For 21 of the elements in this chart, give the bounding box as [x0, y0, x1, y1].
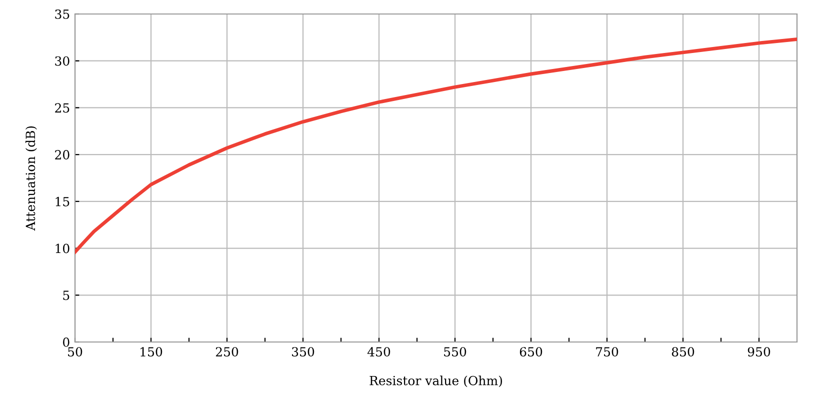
y-tick-label: 0 [63, 337, 70, 347]
y-tick-label: 10 [56, 244, 70, 254]
x-tick-label: 450 [367, 347, 390, 357]
y-tick-label: 5 [63, 290, 70, 300]
x-tick-label: 650 [520, 347, 542, 357]
x-tick-label: 150 [140, 347, 162, 357]
x-axis-title: Resistor value (Ohm) [370, 376, 502, 388]
y-axis-title: Attenuation (dB) [25, 126, 37, 231]
y-tick-label: 35 [55, 9, 70, 19]
x-tick-label: 350 [292, 347, 314, 357]
x-tick-label: 850 [672, 347, 694, 357]
x-tick-label: 550 [444, 347, 466, 357]
x-tick-label: 950 [748, 347, 770, 357]
y-tick-label: 30 [55, 56, 70, 66]
x-tick-label: 750 [596, 347, 618, 357]
x-tick-label: 50 [68, 347, 82, 357]
line-series [75, 38, 797, 254]
x-tick-label: 250 [216, 347, 238, 357]
y-tick-label: 20 [55, 150, 70, 160]
y-tick-label: 15 [56, 196, 70, 206]
y-tick-label: 25 [55, 103, 70, 113]
